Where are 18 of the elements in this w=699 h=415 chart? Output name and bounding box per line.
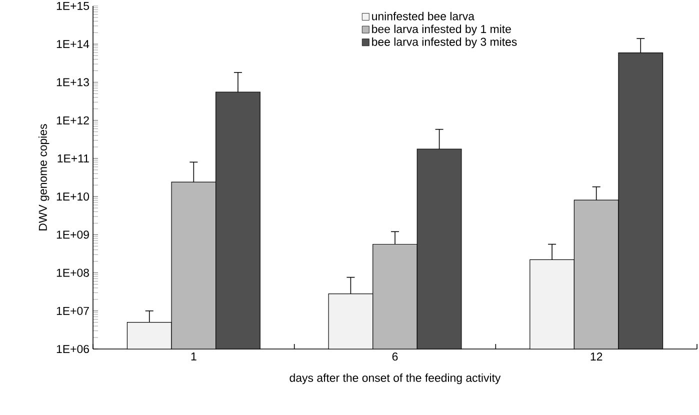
y-tick-label: 1E+08 <box>56 268 89 277</box>
legend-label: bee larva infested by 3 mites <box>372 37 517 48</box>
x-tick-label: 12 <box>590 352 602 361</box>
y-tick-label: 1E+07 <box>56 306 89 315</box>
y-tick-label: 1E+10 <box>56 192 90 201</box>
x-tick-label: 1 <box>191 352 196 360</box>
y-tick-label: 1E+09 <box>56 230 89 239</box>
x-axis-title: days after the onset of the feeding activity <box>290 373 501 384</box>
y-tick-label: 1E+13 <box>56 78 89 86</box>
y-tick-label: 1E+12 <box>56 116 89 124</box>
y-tick-label: 1E+11 <box>58 154 89 162</box>
x-tick-label: 6 <box>392 352 398 361</box>
legend-label: bee larva infested by 1 mite <box>372 24 511 36</box>
y-tick-label: 1E+14 <box>56 40 90 48</box>
y-tick-label: 1E+15 <box>56 2 89 10</box>
y-tick-label: 1E+06 <box>56 344 89 354</box>
y-axis-title: DWV genome copies <box>38 124 50 230</box>
legend-label: uninfested bee larva <box>372 12 475 20</box>
